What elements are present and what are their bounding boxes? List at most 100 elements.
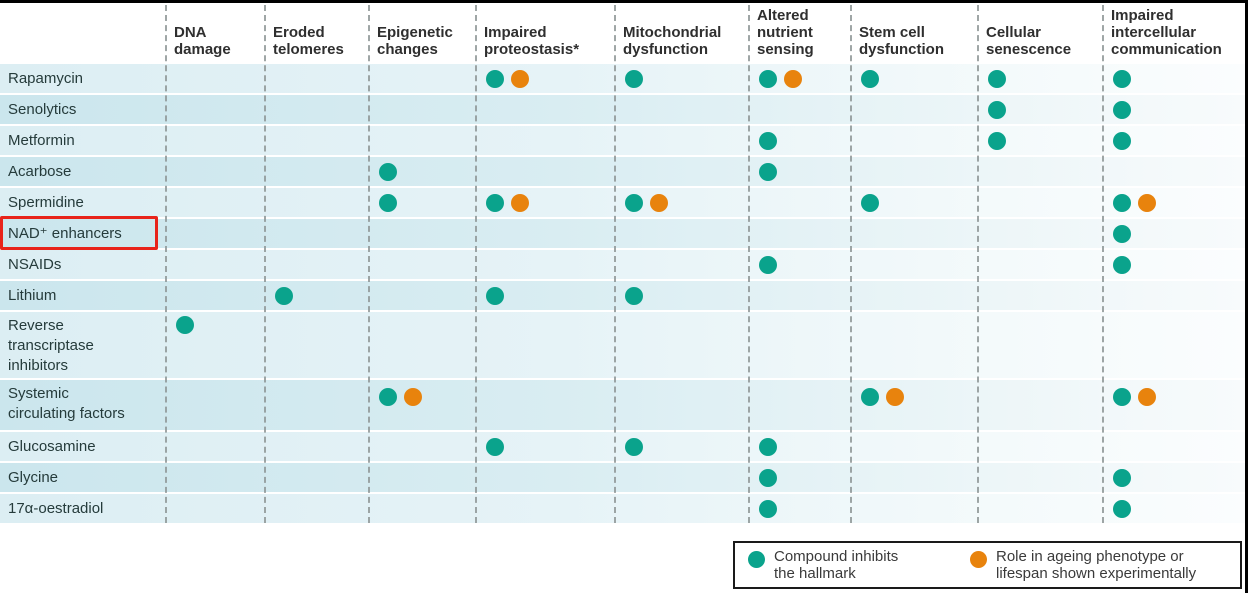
- row-cells: [166, 463, 1248, 492]
- cell-nad-enhancers-eroded-telomeres: [265, 219, 369, 248]
- row-cells: [166, 157, 1248, 186]
- row-rapamycin: Rapamycin: [0, 64, 1248, 93]
- row-cells: [166, 95, 1248, 124]
- column-divider: [368, 5, 370, 523]
- teal-dot-icon: [759, 69, 777, 88]
- cell-lithium-impaired-intercellular-communication: [1103, 281, 1248, 310]
- orange-dot-icon: [650, 193, 668, 212]
- teal-dot-icon: [379, 162, 397, 181]
- column-header-cellular-senescence: Cellular senescence: [986, 24, 1072, 58]
- row-label-glycine: Glycine: [8, 468, 59, 486]
- orange-dot-icon: [1138, 388, 1156, 406]
- column-divider: [614, 5, 616, 523]
- cell-acarbose-stem-cell-dysfunction: [851, 157, 978, 186]
- row-systemic-circulating-factors: Systemic circulating factors: [0, 380, 1248, 430]
- cell-lithium-cellular-senescence: [978, 281, 1103, 310]
- legend-line: Role in ageing phenotype or: [996, 548, 1184, 565]
- cell-glucosamine-impaired-intercellular-communication: [1103, 432, 1248, 461]
- cell-nsaids-mitochondrial-dysfunction: [615, 250, 749, 279]
- teal-dot-icon: [379, 388, 397, 406]
- cell-rapamycin-altered-nutrient-sensing: [749, 64, 851, 93]
- teal-dot-icon: [759, 131, 777, 150]
- teal-dot-icon: [176, 316, 194, 334]
- row-metformin: Metformin: [0, 126, 1248, 155]
- cell-spermidine-stem-cell-dysfunction: [851, 188, 978, 217]
- cell-senolytics-dna-damage: [166, 95, 265, 124]
- cell-glycine-mitochondrial-dysfunction: [615, 463, 749, 492]
- legend: Compound inhibits the hallmark Role in a…: [733, 541, 1242, 589]
- nad-enhancers-highlight-box: [0, 216, 158, 250]
- teal-dot-icon: [1113, 100, 1131, 119]
- cell-glycine-stem-cell-dysfunction: [851, 463, 978, 492]
- teal-dot-icon: [486, 286, 504, 305]
- cell-glycine-epigenetic-changes: [369, 463, 476, 492]
- cell-metformin-impaired-intercellular-communication: [1103, 126, 1248, 155]
- teal-dot-icon: [625, 286, 643, 305]
- cell-spermidine-cellular-senescence: [978, 188, 1103, 217]
- cell-reverse-transcriptase-inhibitors-epigenetic-changes: [369, 312, 476, 378]
- cell-reverse-transcriptase-inhibitors-altered-nutrient-sensing: [749, 312, 851, 378]
- row-cells: [166, 380, 1248, 430]
- column-divider: [165, 5, 167, 523]
- teal-dot-icon: [759, 162, 777, 181]
- cell-nsaids-altered-nutrient-sensing: [749, 250, 851, 279]
- cell-nsaids-eroded-telomeres: [265, 250, 369, 279]
- cell-glucosamine-epigenetic-changes: [369, 432, 476, 461]
- column-header-stem-cell-dysfunction: Stem cell dysfunction: [859, 24, 944, 58]
- cell-rapamycin-epigenetic-changes: [369, 64, 476, 93]
- row-acarbose: Acarbose: [0, 157, 1248, 186]
- row-label-systemic-circulating-factors: Systemic circulating factors: [8, 385, 125, 422]
- column-header-eroded-telomeres: Eroded telomeres: [273, 24, 344, 58]
- cell-glucosamine-eroded-telomeres: [265, 432, 369, 461]
- figure-top-border: [0, 0, 1248, 3]
- cell-17-oestradiol-stem-cell-dysfunction: [851, 494, 978, 523]
- teal-dot-icon: [486, 193, 504, 212]
- row-glycine: Glycine: [0, 463, 1248, 492]
- cell-spermidine-dna-damage: [166, 188, 265, 217]
- compound-hallmark-matrix: Rapamycin Senolytics Metformin Acarbose Sper…: [0, 64, 1248, 523]
- column-header-mitochondrial-dysfunction: Mitochondrial dysfunction: [623, 24, 722, 58]
- cell-acarbose-altered-nutrient-sensing: [749, 157, 851, 186]
- cell-nsaids-impaired-intercellular-communication: [1103, 250, 1248, 279]
- row-label-lithium: Lithium: [8, 286, 57, 304]
- row-cells: [166, 126, 1248, 155]
- cell-acarbose-impaired-proteostasis: [476, 157, 615, 186]
- cell-metformin-dna-damage: [166, 126, 265, 155]
- cell-senolytics-stem-cell-dysfunction: [851, 95, 978, 124]
- cell-lithium-dna-damage: [166, 281, 265, 310]
- cell-17-oestradiol-epigenetic-changes: [369, 494, 476, 523]
- cell-acarbose-dna-damage: [166, 157, 265, 186]
- cell-rapamycin-impaired-intercellular-communication: [1103, 64, 1248, 93]
- teal-dot-icon: [379, 193, 397, 212]
- cell-acarbose-epigenetic-changes: [369, 157, 476, 186]
- cell-spermidine-impaired-intercellular-communication: [1103, 188, 1248, 217]
- column-divider: [977, 5, 979, 523]
- cell-metformin-altered-nutrient-sensing: [749, 126, 851, 155]
- cell-glucosamine-stem-cell-dysfunction: [851, 432, 978, 461]
- cell-glycine-altered-nutrient-sensing: [749, 463, 851, 492]
- teal-dot-icon: [1113, 193, 1131, 212]
- column-divider: [1102, 5, 1104, 523]
- row-cells: [166, 281, 1248, 310]
- cell-reverse-transcriptase-inhibitors-impaired-intercellular-communication: [1103, 312, 1248, 378]
- cell-spermidine-eroded-telomeres: [265, 188, 369, 217]
- column-divider: [748, 5, 750, 523]
- row-label-17-oestradiol: 17α-oestradiol: [8, 499, 104, 517]
- row-nad-enhancers: NAD⁺ enhancers: [0, 219, 1248, 248]
- cell-senolytics-cellular-senescence: [978, 95, 1103, 124]
- row-label-nsaids: NSAIDs: [8, 255, 62, 273]
- teal-dot-icon: [625, 437, 643, 456]
- teal-dot-icon: [861, 388, 879, 406]
- teal-dot-icon: [988, 100, 1006, 119]
- legend-label-inhibits: Compound inhibits the hallmark: [774, 548, 898, 582]
- cell-spermidine-epigenetic-changes: [369, 188, 476, 217]
- cell-glycine-impaired-proteostasis: [476, 463, 615, 492]
- cell-nsaids-impaired-proteostasis: [476, 250, 615, 279]
- cell-acarbose-impaired-intercellular-communication: [1103, 157, 1248, 186]
- cell-nad-enhancers-altered-nutrient-sensing: [749, 219, 851, 248]
- cell-systemic-circulating-factors-eroded-telomeres: [265, 380, 369, 430]
- teal-dot-icon: [1113, 224, 1131, 243]
- cell-nad-enhancers-cellular-senescence: [978, 219, 1103, 248]
- cell-senolytics-impaired-intercellular-communication: [1103, 95, 1248, 124]
- cell-acarbose-eroded-telomeres: [265, 157, 369, 186]
